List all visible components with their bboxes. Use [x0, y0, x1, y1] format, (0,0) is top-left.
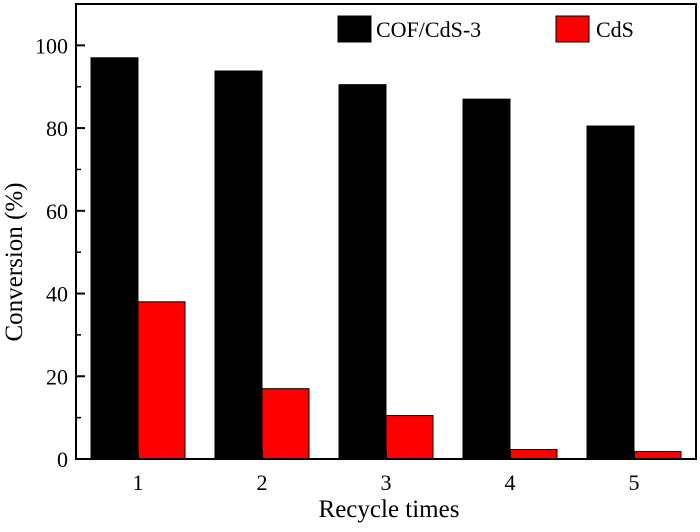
x-tick-label: 3	[381, 470, 392, 495]
bar-cds-4	[509, 448, 558, 460]
x-tick-label: 5	[629, 470, 640, 495]
bar-cds-2	[261, 388, 310, 460]
y-tick-label: 20	[46, 364, 68, 389]
x-axis-title: Recycle times	[319, 496, 460, 523]
bars-layer	[90, 57, 682, 460]
bar-cof-cds-3-5	[586, 125, 635, 460]
x-tick-label: 4	[505, 470, 516, 495]
y-tick-label: 100	[35, 33, 68, 58]
x-tick-label: 2	[257, 470, 268, 495]
bar-cds-3	[385, 415, 434, 460]
y-axis-title: Conversion (%)	[1, 183, 28, 342]
legend-label-cds: CdS	[596, 17, 634, 42]
y-tick-label: 0	[57, 447, 68, 472]
bar-cof-cds-3-1	[90, 57, 139, 460]
bar-cof-cds-3-3	[338, 84, 387, 460]
axes-layer: 0 20 40 60 80 100 1 2 3 4 5	[35, 3, 697, 495]
legend-label-cof-cds-3: COF/CdS-3	[376, 17, 481, 42]
bar-cof-cds-3-2	[214, 70, 263, 460]
legend-swatch-cof-cds-3	[337, 15, 372, 43]
bar-cof-cds-3-4	[462, 98, 511, 460]
y-tick-label: 60	[46, 199, 68, 224]
x-tick-label: 1	[133, 470, 144, 495]
bar-cds-1	[137, 301, 186, 460]
y-tick-label: 80	[46, 116, 68, 141]
y-tick-label: 40	[46, 282, 68, 307]
legend-swatch-cds	[555, 15, 590, 43]
bar-cds-5	[633, 451, 682, 460]
legend: COF/CdS-3 CdS	[337, 15, 634, 43]
